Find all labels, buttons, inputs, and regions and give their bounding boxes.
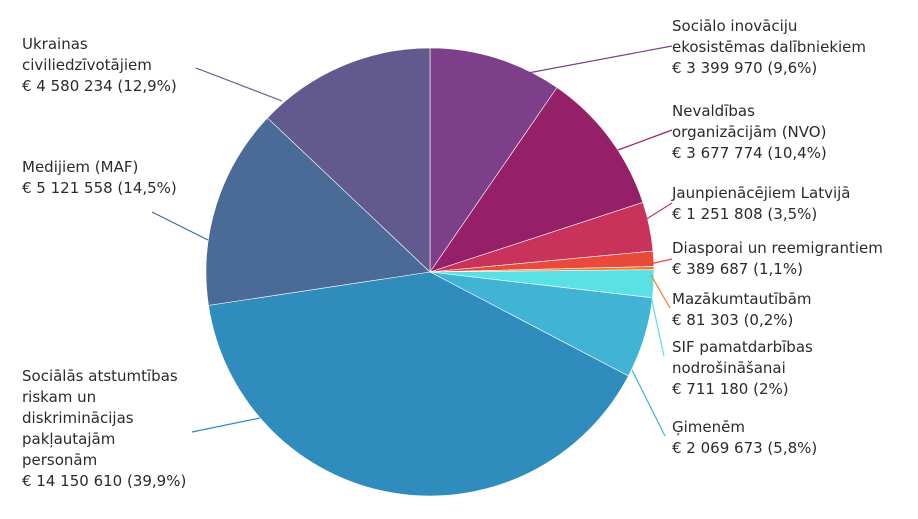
leader-line <box>649 258 673 265</box>
leader-line <box>648 286 665 357</box>
slice-name-label: pakļautajām <box>22 430 115 448</box>
slice-value-label: € 2 069 673 (5,8%) <box>672 439 817 457</box>
slice-name-label: Ģimenēm <box>672 418 745 436</box>
slice-value-label: € 4 580 234 (12,9%) <box>22 77 177 95</box>
slice-value-label: € 81 303 (0,2%) <box>672 311 793 329</box>
slice-name-label: Ukrainas <box>22 35 88 53</box>
slice-name-label: Diasporai un reemigrantiem <box>672 239 883 257</box>
slice-value-label: € 389 687 (1,1%) <box>672 260 803 278</box>
leader-line <box>644 202 673 221</box>
slice-name-label: Sociālās atstumtības <box>22 367 178 385</box>
pie-slice <box>208 271 629 497</box>
leader-line <box>650 274 671 309</box>
slice-label: Medijiem (MAF) € 5 121 558 (14,5%) <box>22 158 177 197</box>
pie-slice <box>429 87 644 273</box>
slice-label: Nevaldības organizācijām (NVO) € 3 677 774… <box>672 102 827 162</box>
slice-value-label: € 3 677 774 (10,4%) <box>672 144 827 162</box>
leader-line <box>191 417 261 433</box>
leader-line <box>631 369 666 437</box>
pie-slice <box>205 117 431 306</box>
slice-label: Ukrainas civiliedzīvotājiem € 4 580 234 (1… <box>22 35 177 95</box>
slice-name-label: civiliedzīvotājiem <box>22 56 152 74</box>
slice-name-label: ekosistēmas dalībniekiem <box>672 38 866 56</box>
slice-label: Mazākumtautībām € 81 303 (0,2%) <box>672 290 812 329</box>
slice-name-label: Sociālo inovāciju <box>672 17 797 35</box>
slice-name-label: Medijiem (MAF) <box>22 158 138 176</box>
pie-slice <box>266 47 431 273</box>
pie-slice <box>429 47 558 273</box>
leader-line <box>151 211 209 241</box>
slice-label: Ģimenēm € 2 069 673 (5,8%) <box>672 418 817 457</box>
slice-name-label: Jaunpienācējiem Latvijā <box>671 184 851 202</box>
slice-value-label: € 5 121 558 (14,5%) <box>22 179 177 197</box>
slice-value-label: € 3 399 970 (9,6%) <box>672 59 817 77</box>
slice-name-label: SIF pamatdarbības <box>672 338 813 356</box>
slice-label: Sociālo inovāciju ekosistēmas dalībniekie… <box>672 17 866 77</box>
slice-name-label: organizācijām (NVO) <box>672 123 826 141</box>
leader-line <box>527 45 673 74</box>
slice-name-label: personām <box>22 451 97 469</box>
slice-name-label: nodrošināšanai <box>672 359 786 377</box>
slice-name-label: diskriminācijas <box>22 409 134 427</box>
leader-line <box>195 67 283 102</box>
leader-line <box>617 129 673 151</box>
slice-value-label: € 14 150 610 (39,9%) <box>22 472 186 490</box>
slice-label: Diasporai un reemigrantiem € 389 687 (1,1… <box>672 239 883 278</box>
slice-label: Jaunpienācējiem Latvijā € 1 251 808 (3,5%… <box>671 184 851 223</box>
slice-name-label: riskam un <box>22 388 96 406</box>
slice-label: Sociālās atstumtības riskam un diskrimināc… <box>22 367 186 490</box>
slice-value-label: € 1 251 808 (3,5%) <box>672 205 817 223</box>
slice-label: SIF pamatdarbības nodrošināšanai € 711 180… <box>672 338 813 398</box>
slice-name-label: Nevaldības <box>672 102 755 120</box>
slice-name-label: Mazākumtautībām <box>672 290 812 308</box>
slice-value-label: € 711 180 (2%) <box>672 380 789 398</box>
